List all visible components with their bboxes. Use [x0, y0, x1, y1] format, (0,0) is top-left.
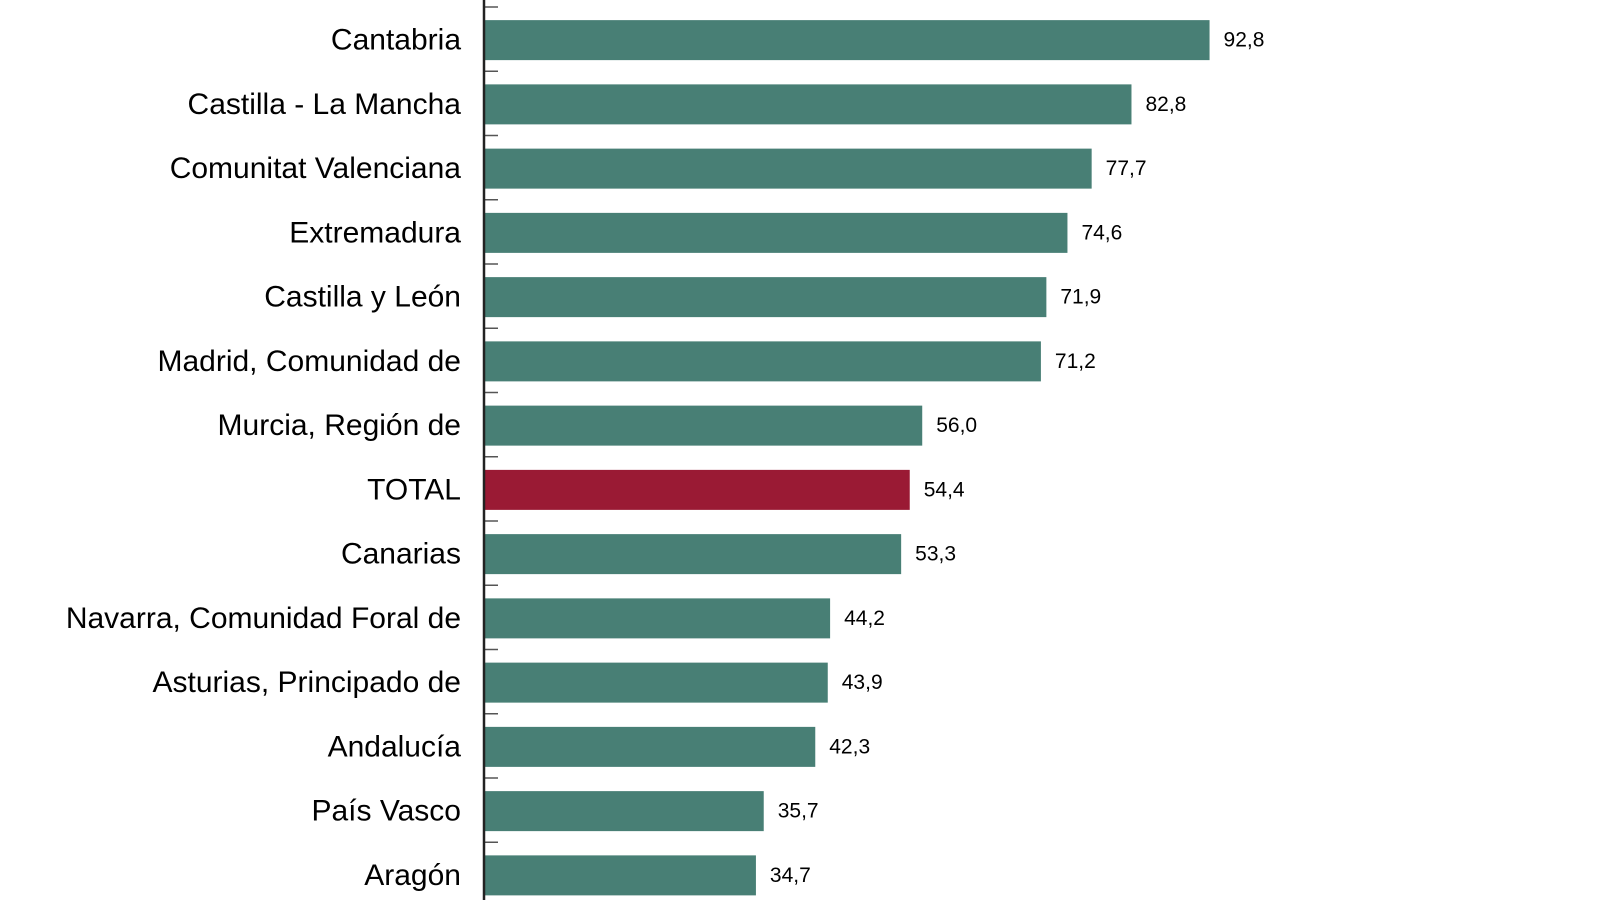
value-label: 53,3 [915, 543, 956, 566]
value-label: 82,8 [1145, 93, 1186, 116]
bar-total [485, 469, 910, 510]
value-label: 44,2 [844, 607, 885, 630]
value-label: 74,6 [1081, 221, 1122, 244]
category-label: Murcia, Región de [218, 409, 461, 442]
bar [485, 20, 1210, 61]
bar [485, 405, 923, 446]
value-label: 71,9 [1060, 286, 1101, 309]
bar [485, 598, 831, 639]
category-label: País Vasco [311, 795, 461, 828]
bar [485, 341, 1041, 382]
bar [485, 84, 1132, 125]
bar [485, 148, 1092, 189]
bar [485, 855, 756, 896]
bar [485, 726, 816, 767]
bar [485, 534, 902, 575]
value-label: 34,7 [770, 864, 811, 887]
value-label: 56,0 [936, 414, 977, 437]
category-label: Castilla y León [264, 281, 461, 314]
value-label: 35,7 [778, 800, 819, 823]
category-label: Comunitat Valenciana [170, 152, 462, 185]
category-label: Castilla - La Mancha [188, 88, 462, 121]
category-label: TOTAL [367, 473, 461, 506]
axis-ticks [485, 6, 498, 843]
category-label: Navarra, Comunidad Foral de [66, 602, 461, 635]
category-label: Madrid, Comunidad de [157, 345, 461, 378]
category-label: Cantabria [331, 24, 461, 57]
value-label: 54,4 [924, 478, 965, 501]
bar [485, 662, 828, 703]
bars-layer [485, 20, 1210, 896]
bar [485, 212, 1068, 253]
value-label: 77,7 [1106, 157, 1147, 180]
category-label: Aragón [364, 859, 461, 892]
category-label: Extremadura [289, 216, 461, 249]
value-label: 71,2 [1055, 350, 1096, 373]
bar [485, 791, 764, 832]
value-label: 92,8 [1224, 29, 1265, 52]
category-label: Asturias, Principado de [153, 666, 462, 699]
category-label: Canarias [341, 538, 461, 571]
bar [485, 277, 1047, 318]
value-label: 42,3 [829, 735, 870, 758]
category-label: Andalucía [328, 730, 462, 763]
value-label: 43,9 [842, 671, 883, 694]
